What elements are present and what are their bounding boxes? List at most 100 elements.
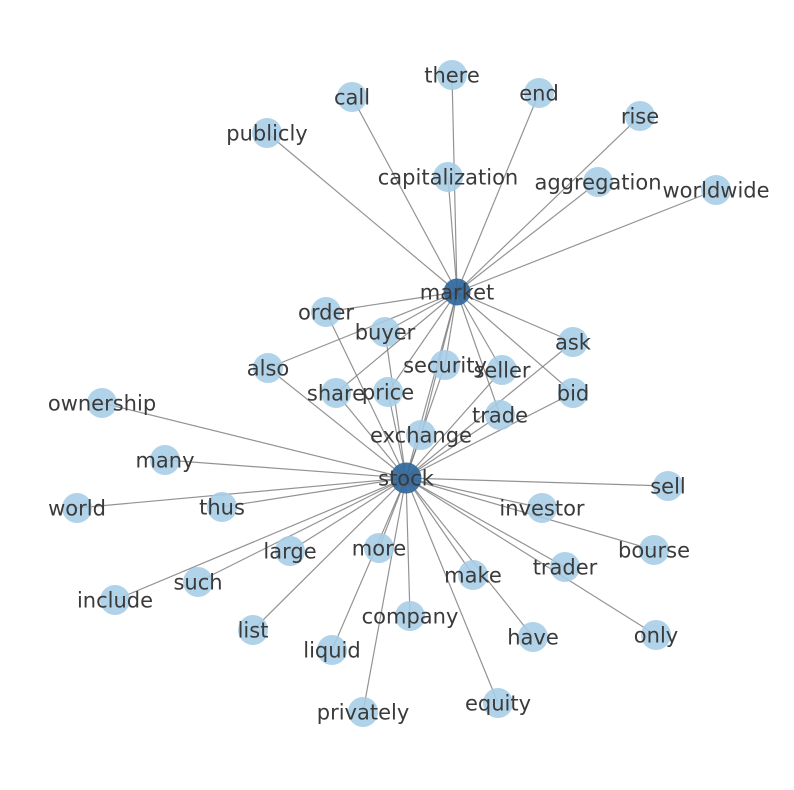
graph-node-label-capitalization: capitalization <box>378 165 518 189</box>
graph-edge-stock-include <box>114 477 407 601</box>
graph-edge-market-ask <box>456 291 574 343</box>
graph-edge-market-call <box>351 96 458 293</box>
graph-node-call <box>337 82 367 112</box>
graph-node-ownership <box>87 388 117 418</box>
graph-node-label-there: there <box>424 63 480 87</box>
graph-node-publicly <box>252 118 282 148</box>
graph-edge-market-capitalization <box>447 176 458 293</box>
graph-node-label-only: only <box>634 623 678 647</box>
graph-node-share <box>321 378 351 408</box>
graph-node-label-price: price <box>362 380 414 404</box>
graph-node-label-have: have <box>507 625 559 649</box>
graph-node-buyer <box>370 317 400 347</box>
graph-edge-stock-share <box>335 392 407 479</box>
graph-node-label-thus: thus <box>199 495 245 519</box>
graph-node-liquid <box>317 635 347 665</box>
graph-node-label-bourse: bourse <box>618 538 690 562</box>
graph-nodes-layer <box>62 60 731 727</box>
graph-edge-stock-list <box>252 477 407 631</box>
graph-edge-stock-liquid <box>331 477 407 651</box>
graph-node-worldwide <box>701 175 731 205</box>
graph-node-also <box>253 353 283 383</box>
graph-edge-market-seller <box>456 291 503 371</box>
graph-node-label-such: such <box>173 570 222 594</box>
graph-node-label-world: world <box>48 496 106 520</box>
graph-edges-layer <box>76 74 717 713</box>
graph-node-label-rise: rise <box>621 104 659 128</box>
graph-node-company <box>395 601 425 631</box>
graph-node-label-aggregation: aggregation <box>534 170 661 194</box>
graph-node-seller <box>487 355 517 385</box>
graph-node-end <box>524 78 554 108</box>
graph-node-aggregation <box>583 167 613 197</box>
graph-node-label-more: more <box>352 536 406 560</box>
graph-edge-stock-trade <box>405 414 501 479</box>
graph-node-sell <box>653 471 683 501</box>
graph-edge-stock-sell <box>405 477 669 487</box>
graph-node-world <box>62 493 92 523</box>
graph-node-such <box>183 567 213 597</box>
graph-node-label-exchange: exchange <box>370 423 472 447</box>
graph-node-label-market: market <box>420 280 495 304</box>
graph-node-include <box>100 585 130 615</box>
graph-node-more <box>364 533 394 563</box>
graph-edge-stock-such <box>197 477 407 583</box>
graph-edge-stock-large <box>289 477 407 552</box>
graph-node-label-buyer: buyer <box>355 320 416 344</box>
graph-node-price <box>373 377 403 407</box>
graph-node-label-security: security <box>403 353 487 377</box>
graph-node-thus <box>207 492 237 522</box>
graph-node-label-stock: stock <box>378 466 435 490</box>
graph-edge-stock-order <box>325 311 407 479</box>
graph-node-only <box>641 620 671 650</box>
graph-node-label-privately: privately <box>317 700 410 724</box>
graph-node-label-ownership: ownership <box>48 391 156 415</box>
graph-edge-stock-many <box>164 459 407 479</box>
graph-node-ask <box>558 327 588 357</box>
graph-edge-stock-seller <box>405 369 503 479</box>
graph-node-rise <box>625 101 655 131</box>
graph-edge-stock-also <box>267 367 407 479</box>
graph-edge-stock-trader <box>405 477 566 568</box>
graph-node-make <box>458 560 488 590</box>
graph-edge-stock-world <box>76 477 407 509</box>
graph-edge-stock-company <box>405 477 411 617</box>
graph-node-investor <box>527 493 557 523</box>
graph-edge-stock-privately <box>362 477 407 713</box>
graph-node-stock <box>390 462 422 494</box>
graph-edge-market-worldwide <box>456 189 717 293</box>
graph-node-label-include: include <box>77 588 153 612</box>
graph-node-privately <box>348 697 378 727</box>
graph-node-label-end: end <box>519 81 559 105</box>
graph-node-security <box>430 350 460 380</box>
graph-edge-market-end <box>456 92 540 293</box>
graph-node-label-call: call <box>334 85 370 109</box>
graph-node-label-order: order <box>298 300 354 324</box>
graph-edge-market-also <box>267 291 458 369</box>
graph-edge-stock-equity <box>405 477 499 704</box>
graph-edge-market-order <box>325 291 458 313</box>
graph-edge-market-publicly <box>266 132 458 293</box>
graph-node-label-trade: trade <box>472 403 528 427</box>
graph-node-equity <box>483 688 513 718</box>
graph-node-bid <box>558 378 588 408</box>
graph-edge-market-rise <box>456 115 641 293</box>
graph-edge-stock-have <box>405 477 534 638</box>
graph-node-list <box>238 615 268 645</box>
graph-node-order <box>311 297 341 327</box>
graph-node-trade <box>485 400 515 430</box>
graph-node-label-company: company <box>362 604 459 628</box>
graph-edge-market-trade <box>456 291 501 416</box>
graph-edge-market-aggregation <box>456 181 599 293</box>
graph-node-label-investor: investor <box>499 496 585 520</box>
graph-node-label-make: make <box>444 563 502 587</box>
graph-edge-stock-make <box>405 477 474 576</box>
graph-node-label-many: many <box>135 448 194 472</box>
graph-edge-stock-bid <box>405 392 574 479</box>
graph-edge-stock-ownership <box>101 402 407 479</box>
graph-node-there <box>437 60 467 90</box>
graph-node-label-ask: ask <box>555 330 592 354</box>
graph-edge-stock-investor <box>405 477 543 509</box>
